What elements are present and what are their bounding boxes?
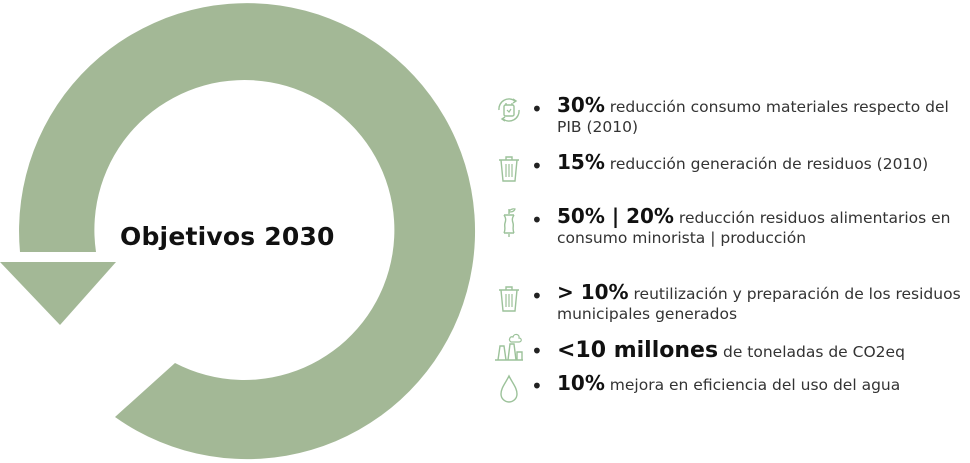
- objective-highlight: <10 millones: [557, 338, 719, 363]
- objective-highlight: 15%: [557, 150, 605, 174]
- bullet: •: [531, 208, 543, 232]
- bullet: •: [531, 374, 543, 398]
- factory-smoke-icon: [495, 333, 523, 361]
- objective-text: <10 millones de toneladas de CO2eq: [557, 338, 970, 363]
- objective-highlight: 10%: [557, 371, 605, 395]
- bullet: •: [531, 284, 543, 308]
- apple-core-icon: [503, 208, 516, 237]
- water-drop-icon: [500, 374, 518, 403]
- objective-description: de toneladas de CO2eq: [718, 343, 905, 361]
- trash-bin-icon: [499, 286, 519, 312]
- recycle-bag-icon: [498, 98, 520, 122]
- objective-text: > 10% reutilización y preparación de los…: [557, 282, 970, 324]
- objective-description: reducción consumo materiales respecto de…: [557, 98, 949, 136]
- bullet: •: [531, 339, 543, 363]
- objective-description: reducción generación de residuos (2010): [604, 155, 929, 173]
- objective-description: reducción residuos alimentarios en consu…: [557, 209, 951, 247]
- objective-highlight: 30%: [557, 93, 605, 117]
- objective-text: 10% mejora en eficiencia del uso del agu…: [557, 373, 970, 395]
- objective-highlight: > 10%: [557, 280, 629, 304]
- diagram-title: Objetivos 2030: [120, 222, 335, 251]
- trash-bin-icon: [499, 156, 519, 182]
- objective-text: 30% reducción consumo materiales respect…: [557, 95, 970, 137]
- cycle-arrowhead: [0, 262, 116, 325]
- bullet: •: [531, 97, 543, 121]
- objective-description: reutilización y preparación de los resid…: [557, 285, 961, 323]
- objective-highlight: 50% | 20%: [557, 204, 674, 228]
- bullet: •: [531, 154, 543, 178]
- objective-text: 50% | 20% reducción residuos alimentario…: [557, 206, 970, 248]
- cycle-ring: [19, 3, 476, 460]
- objective-description: mejora en eficiencia del uso del agua: [604, 376, 901, 394]
- objective-text: 15% reducción generación de residuos (20…: [557, 152, 970, 174]
